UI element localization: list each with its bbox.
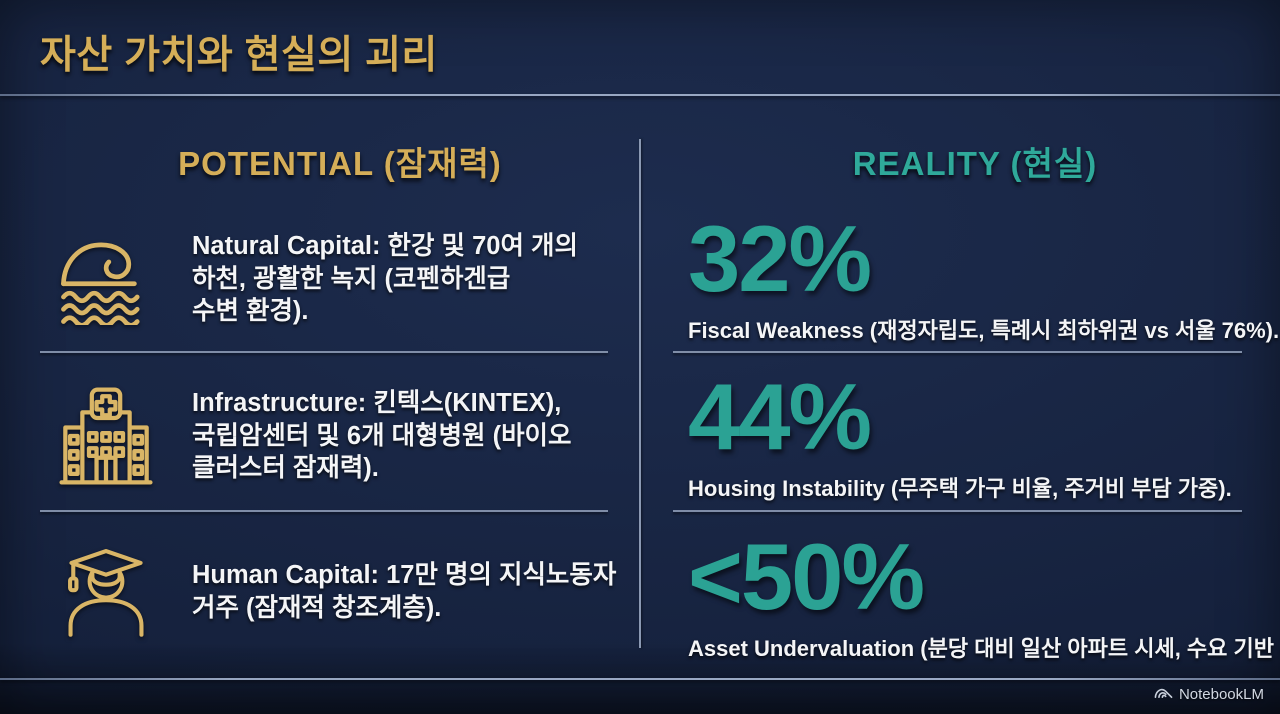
- notebooklm-logo-icon: [1154, 685, 1173, 703]
- stat-label: Fiscal Weakness (재정자립도, 특례시 최하위권 vs 서울 7…: [688, 318, 1280, 344]
- potential-item-infrastructure: Infrastructure: 킨텍스(KINTEX), 국립암센터 및 6개 …: [40, 372, 625, 500]
- potential-item-human-capital: Human Capital: 17만 명의 지식노동자 거주 (잠재적 창조계층…: [40, 534, 625, 650]
- stat-value: 32%: [688, 206, 872, 311]
- column-divider: [639, 139, 641, 648]
- potential-divider-1: [40, 351, 608, 353]
- stat-value: <50%: [688, 524, 925, 629]
- hospital-icon: [40, 382, 172, 490]
- reality-stat-asset: <50% Asset Undervaluation (분당 대비 일산 아파트 …: [688, 524, 1280, 663]
- reality-heading: REALITY (현실): [852, 145, 1098, 182]
- potential-item-text: Infrastructure: 킨텍스(KINTEX), 국립암센터 및 6개 …: [192, 389, 572, 483]
- top-rule: [0, 94, 1280, 96]
- stat-label: Asset Undervaluation (분당 대비 일산 아파트 시세, 수…: [688, 636, 1280, 662]
- graduate-icon: [40, 538, 172, 646]
- potential-item-text: Human Capital: 17만 명의 지식노동자 거주 (잠재적 창조계층…: [192, 561, 617, 622]
- page-title: 자산 가치와 현실의 괴리: [40, 34, 438, 77]
- stat-value: 44%: [688, 364, 872, 469]
- potential-item-text: Natural Capital: 한강 및 70여 개의 하천, 광활한 녹지 …: [192, 232, 578, 326]
- footer-brand: NotebookLM: [1154, 685, 1264, 703]
- footer-brand-label: NotebookLM: [1178, 685, 1264, 703]
- reality-divider-1: [673, 351, 1242, 353]
- potential-divider-2: [40, 510, 608, 512]
- reality-stat-fiscal: 32% Fiscal Weakness (재정자립도, 특례시 최하위권 vs …: [688, 206, 1280, 345]
- reality-stat-housing: 44% Housing Instability (무주택 가구 비율, 주거비 …: [688, 364, 1248, 503]
- bottom-rule: [0, 678, 1280, 680]
- reality-divider-2: [673, 510, 1242, 512]
- potential-heading: POTENTIAL (잠재력): [178, 145, 502, 182]
- wave-icon: [40, 233, 172, 325]
- stat-label: Housing Instability (무주택 가구 비율, 주거비 부담 가…: [688, 476, 1232, 502]
- potential-item-natural-capital: Natural Capital: 한강 및 70여 개의 하천, 광활한 녹지 …: [40, 218, 625, 340]
